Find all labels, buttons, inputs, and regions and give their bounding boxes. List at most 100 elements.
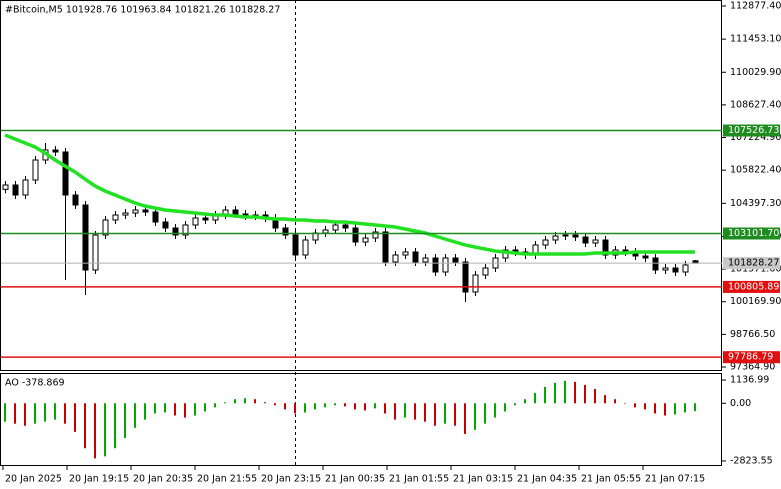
candle-body	[402, 251, 409, 256]
ao-bar	[504, 403, 506, 412]
ao-title: AO -378.869	[5, 378, 65, 389]
ao-bar	[224, 402, 226, 404]
x-tick-label: 21 Jan 00:35	[325, 474, 385, 485]
level-label: 100805.89	[728, 281, 779, 292]
candle-body	[482, 267, 489, 276]
level-box	[723, 227, 780, 240]
ao-bar	[174, 403, 176, 416]
x-tick-label: 20 Jan 21:55	[197, 474, 257, 485]
candle-body	[662, 267, 669, 271]
ao-bar	[164, 403, 166, 413]
candle-body	[102, 219, 109, 236]
candle-body	[202, 217, 209, 221]
candle-body	[362, 237, 369, 243]
ao-bar	[344, 403, 346, 407]
y-tick-label: 107224.90	[730, 132, 781, 143]
candle-body	[682, 264, 689, 273]
candle-body	[572, 234, 579, 238]
ao-bar	[124, 403, 126, 439]
ao-bar	[394, 403, 396, 420]
candle-body	[602, 239, 609, 256]
candle-body	[92, 234, 99, 271]
ao-bar	[364, 403, 366, 411]
candle-body	[672, 267, 679, 273]
candle-body	[282, 227, 289, 236]
candle-body	[232, 209, 239, 215]
y-tick-label: 104397.30	[730, 198, 781, 209]
candle-body	[392, 254, 399, 263]
ao-bar	[284, 403, 286, 410]
candle-body	[2, 184, 9, 190]
ao-bar	[584, 384, 586, 404]
ao-bar	[234, 399, 236, 404]
candle-body	[152, 211, 159, 223]
ao-bar	[184, 403, 186, 418]
candle-body	[592, 239, 599, 244]
ao-bar	[44, 403, 46, 422]
ao-bar	[544, 386, 546, 404]
candle-body	[62, 151, 69, 196]
level-label: 103101.70	[728, 228, 779, 239]
ao-bar	[414, 403, 416, 420]
candle-body	[352, 227, 359, 243]
ao-bar	[474, 403, 476, 430]
ao-bar	[644, 403, 646, 410]
ao-bar	[114, 403, 116, 449]
level-label: 107526.73	[728, 125, 779, 136]
candle-body	[422, 257, 429, 263]
candle-body	[82, 204, 89, 271]
ao-bar	[94, 403, 96, 459]
x-tick-label: 21 Jan 04:35	[517, 474, 577, 485]
candle-body	[12, 184, 19, 196]
ao-bar	[334, 403, 336, 406]
ao-bar	[354, 403, 356, 410]
candle-body	[162, 221, 169, 229]
ao-bar	[144, 403, 146, 420]
y-tick-label: 1136.99	[730, 375, 769, 386]
x-tick-label: 20 Jan 2025	[5, 474, 62, 485]
candle-body	[302, 239, 309, 256]
candle-body	[332, 224, 339, 231]
main-pane-frame	[0, 0, 722, 371]
ao-pane-frame	[0, 373, 722, 466]
x-tick-label: 21 Jan 01:55	[389, 474, 449, 485]
candle-body	[72, 194, 79, 206]
ao-bar	[104, 403, 106, 457]
ao-bar	[424, 403, 426, 422]
ao-bar	[494, 403, 496, 418]
candle-body	[432, 257, 439, 273]
current-price-box	[723, 257, 780, 270]
candle-body	[32, 159, 39, 181]
ao-bar	[434, 403, 436, 426]
moving-average	[4, 133, 695, 256]
ao-bar	[674, 403, 676, 415]
ao-bar	[624, 403, 626, 404]
ao-bar	[14, 403, 16, 424]
y-tick-label: 105822.40	[730, 165, 781, 176]
ao-bar	[314, 403, 316, 410]
candle-body	[552, 235, 559, 241]
x-tick-label: 21 Jan 05:55	[581, 474, 641, 485]
candle-body	[442, 257, 449, 273]
ao-bar	[574, 381, 576, 404]
ao-bar	[604, 395, 606, 404]
x-tick-label: 21 Jan 07:15	[645, 474, 705, 485]
ao-bar	[4, 403, 6, 422]
ao-bar	[304, 403, 306, 413]
ao-bar	[384, 403, 386, 414]
candle-body	[182, 224, 189, 236]
ao-bar	[274, 403, 276, 406]
ao-bar	[654, 403, 656, 414]
ao-bar	[534, 393, 536, 404]
candle-body	[582, 236, 589, 244]
level-box	[723, 124, 780, 137]
ao-bar	[564, 380, 566, 404]
candle-body	[642, 255, 649, 259]
y-tick-label: 112877.40	[730, 0, 781, 11]
y-tick-label: 111453.10	[730, 34, 781, 45]
ao-bar	[294, 403, 296, 414]
level-label: 97786.79	[728, 352, 773, 363]
ao-bar	[664, 403, 666, 416]
